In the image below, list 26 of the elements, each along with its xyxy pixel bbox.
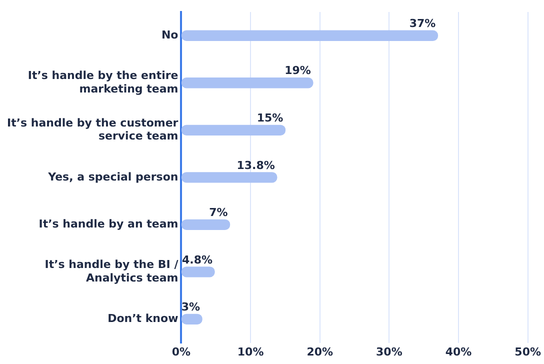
- bar: [181, 219, 230, 230]
- data-label: 13.8%: [236, 158, 275, 172]
- x-tick-label: 40%: [445, 345, 472, 358]
- x-tick-label: 50%: [514, 345, 542, 358]
- bar: [181, 124, 286, 136]
- data-label: 19%: [284, 64, 311, 78]
- y-tick-label: It’s handle by an team: [38, 218, 178, 231]
- x-tick-label: 30%: [376, 345, 402, 358]
- x-tick-label: 10%: [237, 345, 264, 358]
- bar: [181, 172, 278, 183]
- x-tick-label: 20%: [306, 345, 334, 358]
- y-tick-label: It’s handle by the BI / Analytics team: [44, 258, 180, 284]
- data-label: 4.8%: [182, 253, 213, 266]
- data-label: 7%: [209, 206, 228, 220]
- y-tick-label: It’s handle by the customer service team: [6, 116, 179, 143]
- bar: [181, 78, 314, 88]
- y-tick-label: Yes, a special person: [47, 170, 178, 184]
- data-label: 15%: [256, 112, 284, 124]
- y-tick-label: Don’t know: [108, 312, 178, 326]
- bar: [181, 266, 215, 278]
- bar: [181, 30, 438, 41]
- data-label: 37%: [409, 16, 436, 30]
- x-tick-label: 0%: [172, 345, 191, 358]
- data-label: 3%: [181, 300, 200, 314]
- y-tick-label: No: [161, 28, 179, 42]
- y-tick-label: It’s handle by the entire marketing team: [28, 69, 178, 96]
